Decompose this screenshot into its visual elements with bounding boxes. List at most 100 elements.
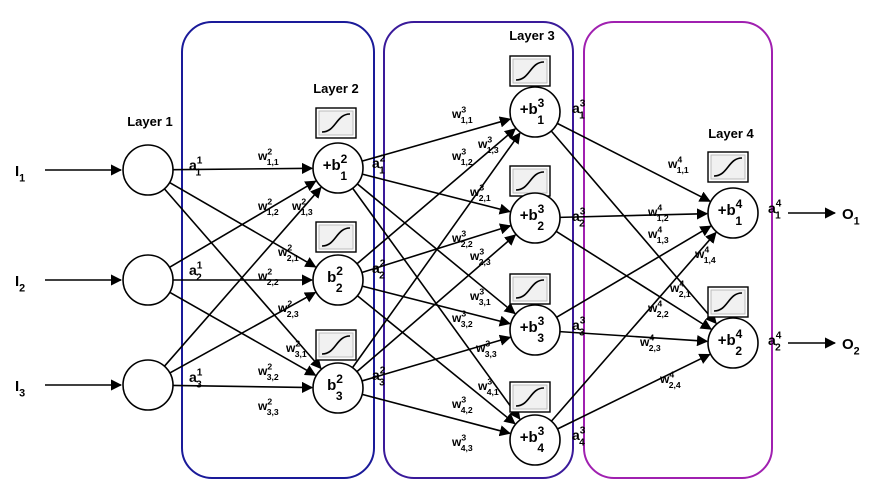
layer-1-node-3	[122, 359, 174, 411]
sigmoid-icon-l3-1	[509, 55, 551, 87]
weight-label-23: w4 1,2	[647, 203, 669, 223]
weight-label-28: w4 2,3	[639, 333, 661, 353]
activation-label-6: a2 3	[372, 366, 386, 389]
edge-l1-2-l2-1	[169, 180, 317, 268]
edge-l3-3-l4-1	[556, 225, 712, 318]
weight-label-24: w4 1,3	[647, 225, 669, 245]
sigmoid-icon-l3-3	[509, 273, 551, 305]
layer-4-node-2	[707, 317, 759, 369]
layer-4-label: Layer 4	[708, 126, 754, 141]
weight-label-18: w3 3,3	[475, 339, 497, 359]
layer-4-box	[583, 21, 773, 479]
weight-label-21: w3 4,3	[451, 433, 473, 453]
edge-l2-2-l3-3	[362, 285, 511, 327]
sigmoid-icon-l2-3	[315, 329, 357, 361]
edge-l1-3-l2-1	[163, 186, 322, 367]
layer-3-node-2-label: +b3 2	[520, 202, 545, 233]
weight-label-2: w2 1,2	[257, 197, 279, 217]
edge-l3-3-l4-2	[559, 330, 709, 347]
activation-label-5: a2 2	[372, 259, 386, 282]
edge-l2-3-l3-3	[361, 334, 512, 382]
activation-label-10: a3 4	[572, 426, 586, 449]
edge-l1-1-l2-3	[163, 188, 322, 370]
output-label-2: O2	[842, 336, 860, 357]
weight-label-6: w2 2,3	[277, 299, 299, 319]
layer-3-label: Layer 3	[509, 28, 555, 43]
layer-2-label: Layer 2	[313, 81, 359, 96]
sigmoid-icon-l3-2	[509, 165, 551, 197]
layer-3-node-3-label: +b3 3	[520, 314, 545, 345]
weight-label-25: w4 1,4	[694, 245, 716, 265]
weight-label-10: w3 1,1	[451, 105, 473, 125]
weight-label-3: w2 1,3	[291, 197, 313, 217]
edge-l3-4-l4-1	[550, 231, 717, 422]
edge-l2-2-l3-1	[356, 128, 517, 265]
weight-label-1: w2 1,1	[257, 147, 279, 167]
activation-label-11: a4 1	[768, 199, 782, 222]
edge-l3-2-l4-1	[559, 208, 709, 220]
activation-label-3: a1 3	[189, 368, 203, 391]
layer-2-node-3	[312, 362, 364, 414]
sigmoid-icon-l3-4	[509, 381, 551, 413]
weight-label-27: w4 2,2	[647, 299, 669, 319]
activation-label-12: a4 2	[768, 331, 782, 354]
weight-label-5: w2 2,2	[257, 267, 279, 287]
weight-label-20: w3 4,2	[451, 395, 473, 415]
activation-icons	[315, 55, 749, 413]
sigmoid-icon-l4-2	[707, 286, 749, 318]
layer-2-node-1	[312, 142, 364, 194]
layer-1-node-2	[122, 254, 174, 306]
activation-label-2: a1 2	[189, 261, 203, 284]
weight-label-17: w3 3,2	[451, 309, 473, 329]
activation-label-9: a3 3	[572, 316, 586, 339]
activation-label-1: a1 1	[189, 156, 203, 179]
activation-label-4: a2 1	[372, 154, 386, 177]
layer-1-label: Layer 1	[127, 114, 173, 129]
weight-label-8: w2 3,2	[257, 362, 279, 382]
edge-l1-3-l2-3	[172, 381, 314, 394]
edge-l3-1-l4-1	[556, 122, 711, 202]
layer-3-node-1-label: +b3 1	[520, 96, 545, 127]
layer-3-node-3	[509, 304, 561, 356]
weight-label-9: w2 3,3	[257, 397, 279, 417]
layer-4-node-1-label: +b4 1	[718, 197, 743, 228]
input-label-2: I2	[15, 273, 25, 294]
weight-label-11: w3 1,2	[451, 147, 473, 167]
edge-l1-1-l2-1	[172, 162, 314, 174]
edge-l2-2-l3-2	[361, 223, 512, 274]
layer-3-node-2	[509, 192, 561, 244]
weight-label-14: w3 2,2	[451, 229, 473, 249]
weight-label-12: w3 1,3	[477, 135, 499, 155]
edge-l1-2-l2-3	[169, 291, 317, 376]
edge-l2-3-l3-2	[356, 234, 517, 373]
layer-3-node-1	[509, 86, 561, 138]
edge-l3-1-l4-2	[550, 130, 717, 325]
weight-label-15: w3 2,3	[469, 247, 491, 267]
activation-label-7: a3 1	[572, 99, 586, 122]
sigmoid-icon-l2-1	[315, 107, 357, 139]
layer-2-node-3-label: b2 3	[327, 372, 343, 403]
layer-3-box	[383, 21, 574, 479]
weight-label-7: w2 3,1	[285, 339, 307, 359]
activation-label-8: a3 2	[572, 207, 586, 230]
layer-4-node-1	[707, 187, 759, 239]
sigmoid-icon-l4-1	[707, 151, 749, 183]
weight-label-16: w3 3,1	[469, 287, 491, 307]
input-label-3: I3	[15, 378, 25, 399]
weight-label-4: w2 2,1	[277, 243, 299, 263]
weight-label-29: w4 2,4	[659, 370, 681, 390]
input-label-1: I1	[15, 163, 25, 184]
layer-3-node-4-label: +b3 4	[520, 424, 545, 455]
nodes: +b2 1 b2 2 b2 3 +b3 1 +b3 2 +b3 3 +b3 4 +b4 1 +b4 2	[122, 86, 759, 466]
layer-2-node-1-label: +b2 1	[323, 152, 348, 183]
edge-l2-1-l3-1	[361, 116, 512, 162]
weight-label-19: w3 4,1	[477, 377, 499, 397]
weight-label-13: w3 2,1	[469, 183, 491, 203]
connections	[45, 116, 837, 437]
layer-2-node-2-label: b2 2	[327, 264, 343, 295]
edge-l2-3-l3-4	[361, 393, 511, 437]
labels: I1 I2 I3 O1 O2 a1 1 a1 2 a1 3 a2 1 a2 2 a2 3 a3 1 a3 2 a3 3 a3 4…	[15, 99, 860, 453]
layer-4-node-2-label: +b4 2	[718, 327, 743, 358]
output-label-1: O1	[842, 206, 860, 227]
